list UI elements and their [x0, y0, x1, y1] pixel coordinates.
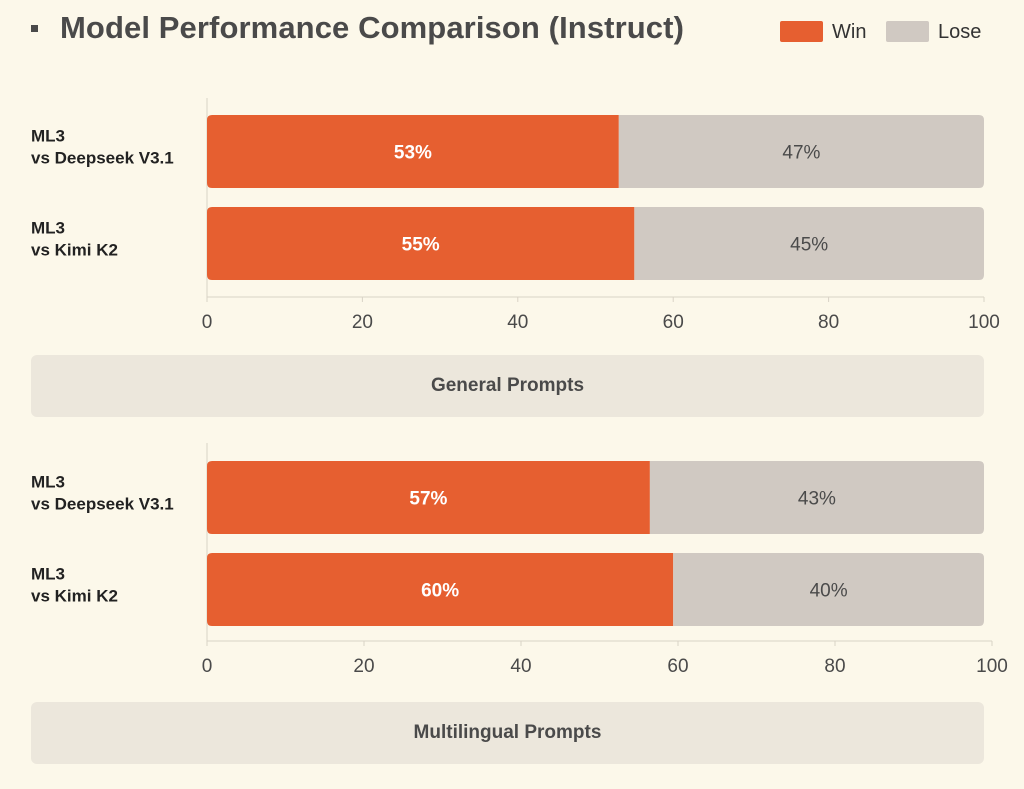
title-bullet-icon: [31, 25, 38, 32]
x-tick-label: 100: [968, 312, 1000, 333]
category-label-line: vs Deepseek V3.1: [31, 149, 174, 168]
x-tick-label: 20: [352, 312, 373, 333]
category-label: ML3 vs Deepseek V3.1: [31, 127, 174, 168]
chart-title: Model Performance Comparison (Instruct): [60, 10, 684, 45]
category-label-line: ML3: [31, 473, 65, 492]
bar-win: [207, 461, 650, 534]
legend-label-lose: Lose: [938, 21, 982, 43]
panel-label-multilingual-text: Multilingual Prompts: [413, 722, 602, 743]
x-tick-label: 80: [818, 312, 839, 333]
panel-label-general-text: General Prompts: [430, 375, 585, 396]
bar-label-lose: 47%: [782, 143, 820, 164]
x-tick-label: 40: [507, 312, 528, 333]
category-label-line: ML3: [31, 565, 65, 584]
bar-label-lose: 43%: [798, 489, 836, 510]
panel-label-multilingual: Multilingual Prompts: [31, 702, 984, 764]
bar-lose: [649, 461, 984, 534]
panel-label-general: General Prompts: [31, 355, 984, 417]
bar-label-lose: 40%: [810, 581, 848, 602]
legend-label-win: Win: [832, 21, 867, 43]
bar-lose: [618, 115, 984, 188]
legend-swatch-lose: [886, 21, 929, 42]
x-tick-label: 60: [667, 656, 688, 677]
x-tick-label: 0: [202, 656, 213, 677]
legend-swatch-win: [780, 21, 823, 42]
category-label-line: ML3: [31, 127, 65, 146]
bar-win: [207, 207, 635, 280]
x-tick-label: 0: [202, 312, 213, 333]
x-tick-label: 100: [976, 656, 1008, 677]
category-label: ML3 vs Kimi K2: [31, 219, 118, 260]
category-label-line: vs Deepseek V3.1: [31, 495, 174, 514]
x-tick-label: 80: [824, 656, 845, 677]
category-label: ML3 vs Deepseek V3.1: [31, 473, 174, 514]
category-label-line: ML3: [31, 219, 65, 238]
bar-win: [207, 115, 619, 188]
bar-label-lose: 45%: [790, 235, 828, 256]
category-label-line: vs Kimi K2: [31, 587, 118, 606]
bar-label-win: 55%: [402, 235, 440, 256]
x-tick-label: 60: [663, 312, 684, 333]
bar-lose: [634, 207, 984, 280]
general-prompts-chart: 0 20 40 60 80 100 ML3 vs Deepseek V3.1 53% 47% ML3…: [31, 98, 1000, 333]
multilingual-prompts-chart: 0 20 40 60 80 100 ML3 vs Deepseek V3.1 57% 43% ML3…: [31, 443, 1008, 677]
category-label-line: vs Kimi K2: [31, 241, 118, 260]
bar-win: [207, 553, 674, 626]
category-label: ML3 vs Kimi K2: [31, 565, 118, 606]
chart-header: Model Performance Comparison (Instruct) …: [0, 0, 1024, 60]
bar-label-win: 53%: [394, 143, 432, 164]
x-tick-label: 20: [353, 656, 374, 677]
bar-label-win: 60%: [421, 581, 459, 602]
bar-label-win: 57%: [409, 489, 447, 510]
x-tick-label: 40: [510, 656, 531, 677]
bar-lose: [673, 553, 984, 626]
